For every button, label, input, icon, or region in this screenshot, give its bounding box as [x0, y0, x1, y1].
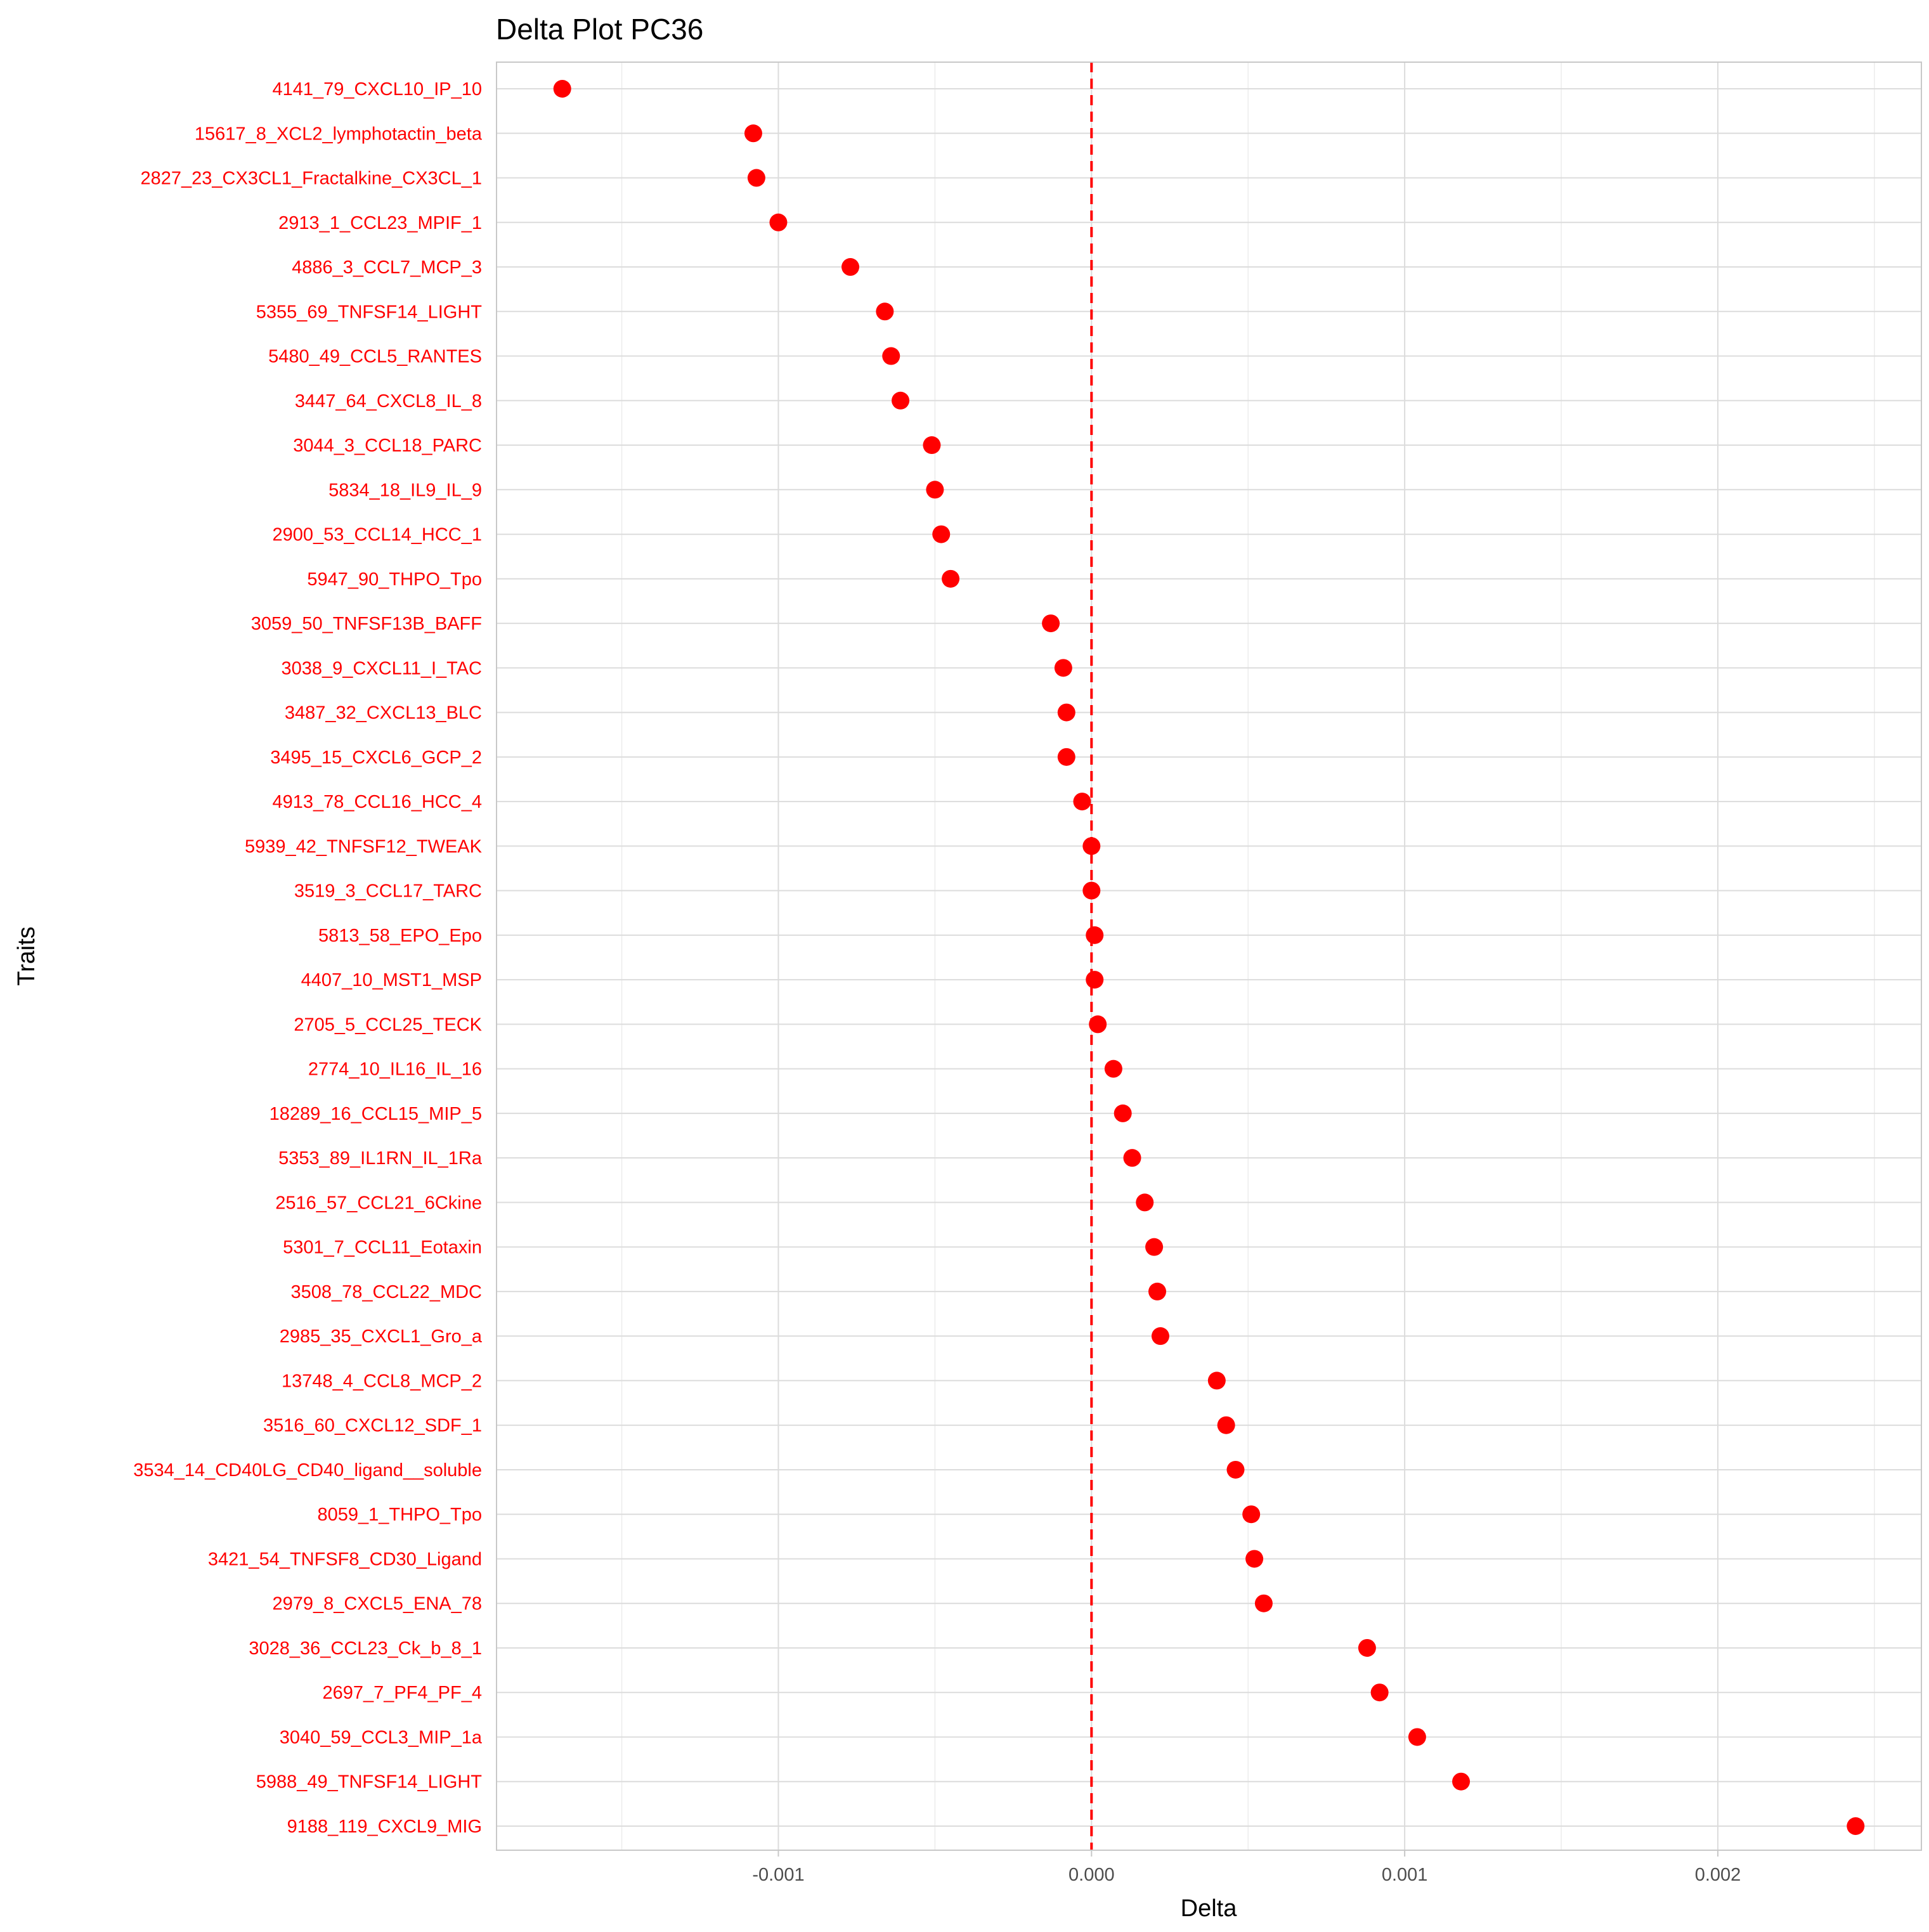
data-point	[769, 213, 788, 231]
y-tick-label: 5988_49_TNFSF14_LIGHT	[256, 1772, 483, 1793]
data-point	[1082, 881, 1101, 900]
data-point	[1148, 1282, 1167, 1300]
data-point	[841, 258, 860, 276]
y-tick-label: 15617_8_XCL2_lymphotactin_beta	[195, 124, 483, 144]
data-point	[1086, 971, 1104, 989]
data-point	[1370, 1683, 1389, 1702]
y-tick-label: 13748_4_CCL8_MCP_2	[282, 1371, 482, 1391]
y-tick-label: 4913_78_CCL16_HCC_4	[272, 792, 482, 812]
x-tick-label: 0.000	[1068, 1865, 1115, 1885]
y-tick-label: 3028_36_CCL23_Ck_b_8_1	[249, 1638, 482, 1659]
data-point	[1073, 793, 1091, 811]
data-point	[1358, 1638, 1376, 1657]
y-tick-label: 3487_32_CXCL13_BLC	[285, 703, 482, 723]
y-tick-label: 4141_79_CXCL10_IP_10	[272, 79, 482, 100]
data-point	[553, 80, 571, 98]
data-point	[876, 302, 894, 321]
x-tick-label: 0.002	[1695, 1865, 1741, 1885]
data-point	[1151, 1327, 1169, 1345]
y-tick-labels: 4141_79_CXCL10_IP_10 15617_8_XCL2_lymphot…	[133, 79, 483, 1837]
y-tick-label: 3421_54_TNFSF8_CD30_Ligand	[208, 1549, 482, 1569]
data-point	[1057, 703, 1075, 722]
y-tick-label: 2516_57_CCL21_6Ckine	[275, 1193, 482, 1213]
data-point	[1086, 926, 1104, 944]
data-point	[882, 347, 900, 365]
data-point	[747, 169, 765, 187]
data-point	[923, 436, 941, 455]
data-point	[1089, 1015, 1107, 1034]
y-tick-label: 3508_78_CCL22_MDC	[291, 1282, 482, 1302]
data-point	[1242, 1505, 1261, 1524]
panel-border	[496, 62, 1922, 1851]
y-tick-label: 4407_10_MST1_MSP	[301, 970, 482, 990]
y-tick-label: 5353_89_IL1RN_IL_1Ra	[278, 1148, 483, 1169]
x-tick-label: -0.001	[752, 1865, 804, 1885]
y-tick-label: 5480_49_CCL5_RANTES	[268, 347, 482, 367]
data-point	[1136, 1193, 1154, 1212]
y-axis-title: Traits	[13, 926, 40, 986]
y-tick-label: 2985_35_CXCL1_Gro_a	[280, 1326, 483, 1347]
points-layer	[553, 80, 1865, 1835]
panel-background	[497, 62, 1921, 1850]
data-point	[1226, 1460, 1245, 1479]
y-tick-label: 2774_10_IL16_IL_16	[308, 1060, 482, 1080]
grid-layer	[497, 62, 1921, 1850]
chart-title: Delta Plot PC36	[496, 13, 703, 46]
data-point	[1452, 1772, 1471, 1791]
data-point	[892, 391, 910, 410]
y-tick-label: 2827_23_CX3CL1_Fractalkine_CX3CL_1	[141, 169, 482, 189]
y-tick-label: 5834_18_IL9_IL_9	[328, 480, 482, 500]
x-tick-label: 0.001	[1382, 1865, 1428, 1885]
data-point	[1114, 1104, 1132, 1122]
y-tick-label: 3059_50_TNFSF13B_BAFF	[251, 614, 482, 634]
y-tick-label: 9188_119_CXCL9_MIG	[287, 1817, 482, 1837]
x-tick-labels: -0.001 0.000 0.001 0.002	[752, 1850, 1741, 1885]
y-tick-label: 2697_7_PF4_PF_4	[322, 1683, 482, 1703]
data-point	[1847, 1817, 1865, 1835]
data-point	[926, 481, 944, 499]
y-tick-label: 3495_15_CXCL6_GCP_2	[270, 748, 482, 768]
data-point	[1054, 659, 1072, 677]
y-tick-label: 3516_60_CXCL12_SDF_1	[263, 1416, 482, 1436]
y-tick-label: 3447_64_CXCL8_IL_8	[295, 391, 482, 412]
y-tick-label: 3519_3_CCL17_TARC	[294, 881, 482, 902]
data-point	[1104, 1060, 1122, 1078]
data-point	[932, 525, 951, 543]
y-tick-label: 5813_58_EPO_Epo	[318, 926, 482, 946]
y-tick-label: 2900_53_CCL14_HCC_1	[272, 525, 482, 545]
data-point	[1042, 614, 1060, 633]
data-point	[1254, 1594, 1273, 1612]
data-point	[1057, 748, 1075, 766]
y-tick-label: 3534_14_CD40LG_CD40_ligand__soluble	[133, 1460, 482, 1481]
data-point	[942, 569, 960, 588]
y-tick-label: 2705_5_CCL25_TECK	[294, 1015, 482, 1035]
data-point	[1207, 1371, 1226, 1390]
data-point	[1245, 1550, 1264, 1568]
data-point	[744, 124, 762, 143]
x-axis-title: Delta	[1181, 1895, 1238, 1922]
y-tick-label: 3040_59_CCL3_MIP_1a	[280, 1727, 483, 1747]
y-tick-label: 2979_8_CXCL5_ENA_78	[272, 1594, 482, 1614]
y-tick-label: 3038_9_CXCL11_I_TAC	[281, 658, 482, 678]
y-tick-label: 3044_3_CCL18_PARC	[293, 436, 482, 456]
y-tick-label: 2913_1_CCL23_MPIF_1	[278, 213, 482, 233]
data-point	[1123, 1149, 1141, 1167]
data-point	[1408, 1728, 1426, 1746]
y-tick-label: 5939_42_TNFSF12_TWEAK	[245, 836, 483, 857]
data-point	[1145, 1238, 1164, 1256]
y-tick-label: 8059_1_THPO_Tpo	[317, 1505, 482, 1525]
y-tick-label: 4886_3_CCL7_MCP_3	[292, 257, 482, 278]
data-point	[1082, 837, 1101, 855]
y-tick-label: 5355_69_TNFSF14_LIGHT	[256, 302, 483, 322]
data-point	[1217, 1416, 1235, 1434]
y-tick-label: 18289_16_CCL15_MIP_5	[270, 1104, 482, 1124]
y-tick-label: 5301_7_CCL11_Eotaxin	[283, 1238, 482, 1258]
y-tick-label: 5947_90_THPO_Tpo	[307, 569, 482, 590]
